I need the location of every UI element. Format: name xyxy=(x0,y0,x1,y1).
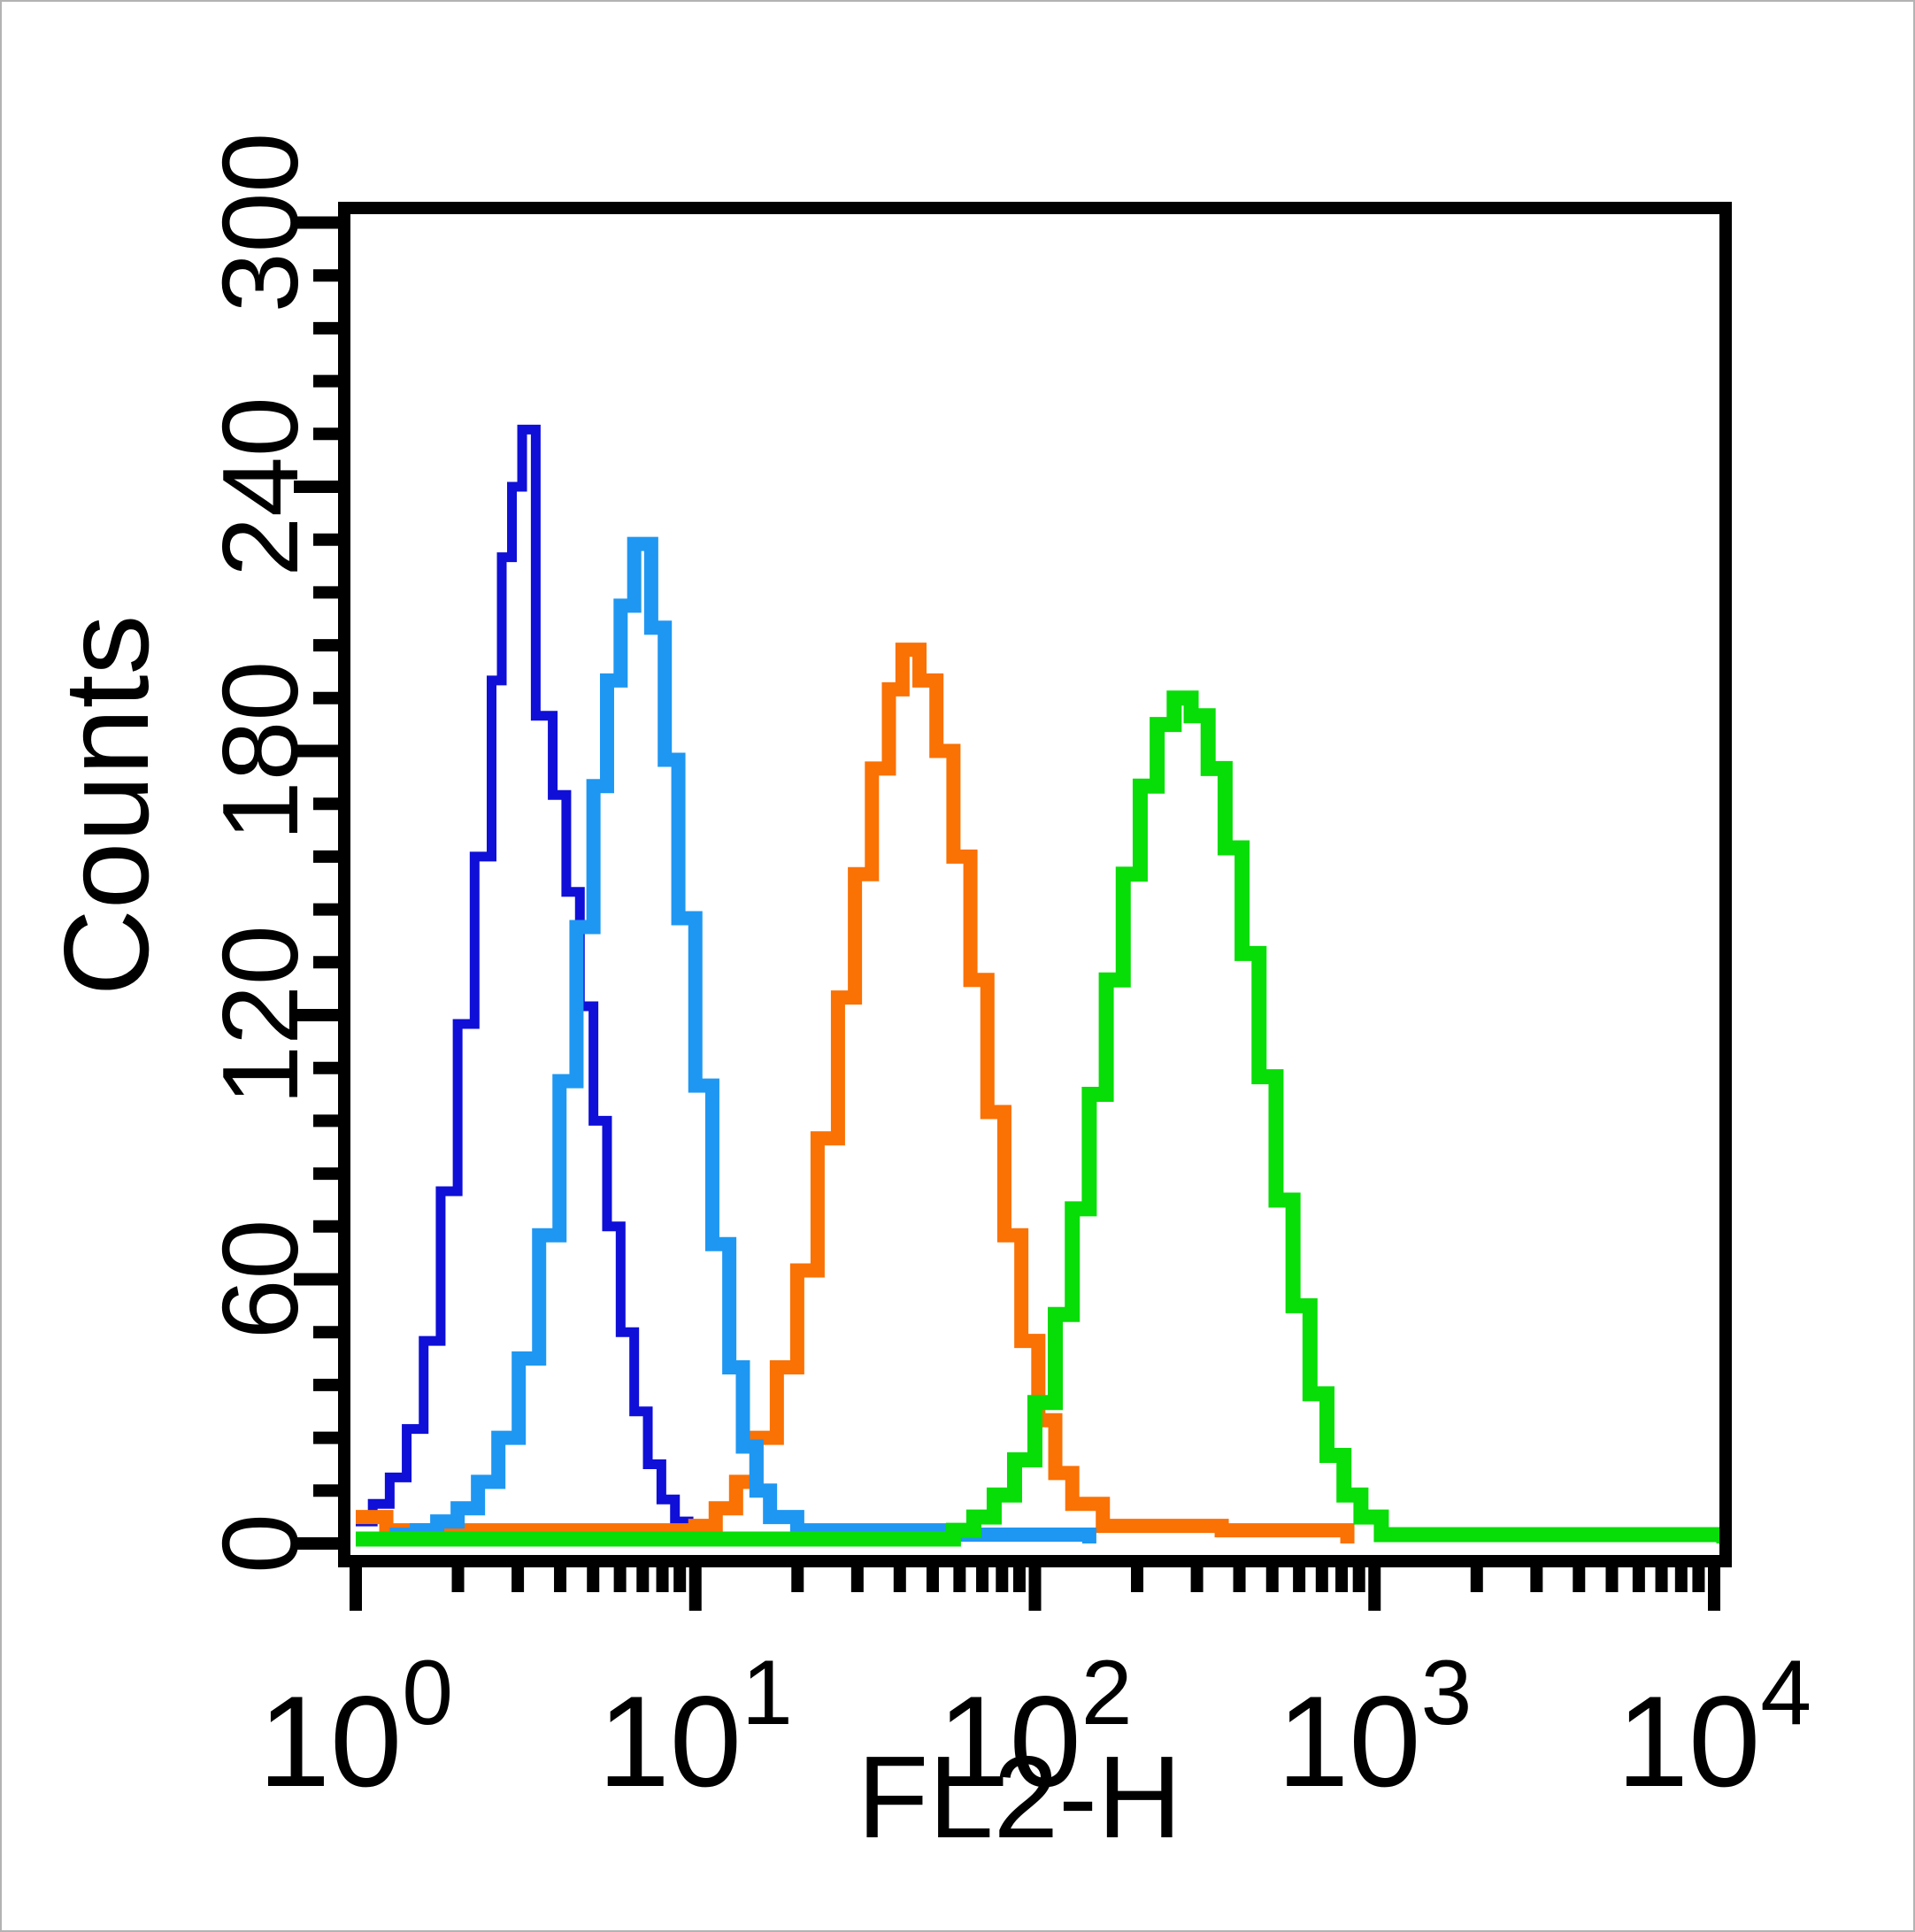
series-orange-histogram xyxy=(356,643,1355,1543)
y-tick-label: 0 xyxy=(200,1513,320,1574)
x-axis-ticks xyxy=(350,1558,1720,1611)
series-navy-histogram xyxy=(356,424,707,1543)
x-tick-label: 103 xyxy=(1277,1642,1472,1813)
y-axis-label: Counts xyxy=(39,615,173,997)
y-tick-label: 240 xyxy=(200,396,320,577)
histogram-series-layer xyxy=(356,424,1732,1547)
y-tick-label: 300 xyxy=(200,133,320,313)
x-tick-label: 102 xyxy=(937,1642,1132,1813)
y-tick-label: 120 xyxy=(200,925,320,1105)
series-light-blue-histogram xyxy=(389,536,1096,1543)
x-axis-label: FL2-H xyxy=(858,1732,1182,1862)
x-tick-label: 104 xyxy=(1617,1642,1811,1813)
x-axis-tick-labels: 100 101 102 103 104 xyxy=(258,1642,1811,1813)
y-tick-label: 60 xyxy=(200,1220,320,1340)
y-axis-ticks xyxy=(294,216,349,1550)
y-axis-tick-labels: 0 60 120 180 240 300 xyxy=(200,133,320,1574)
series-green-histogram xyxy=(356,690,1732,1547)
y-tick-label: 180 xyxy=(200,661,320,842)
x-tick-label: 101 xyxy=(598,1642,793,1813)
x-tick-label: 100 xyxy=(258,1642,453,1813)
